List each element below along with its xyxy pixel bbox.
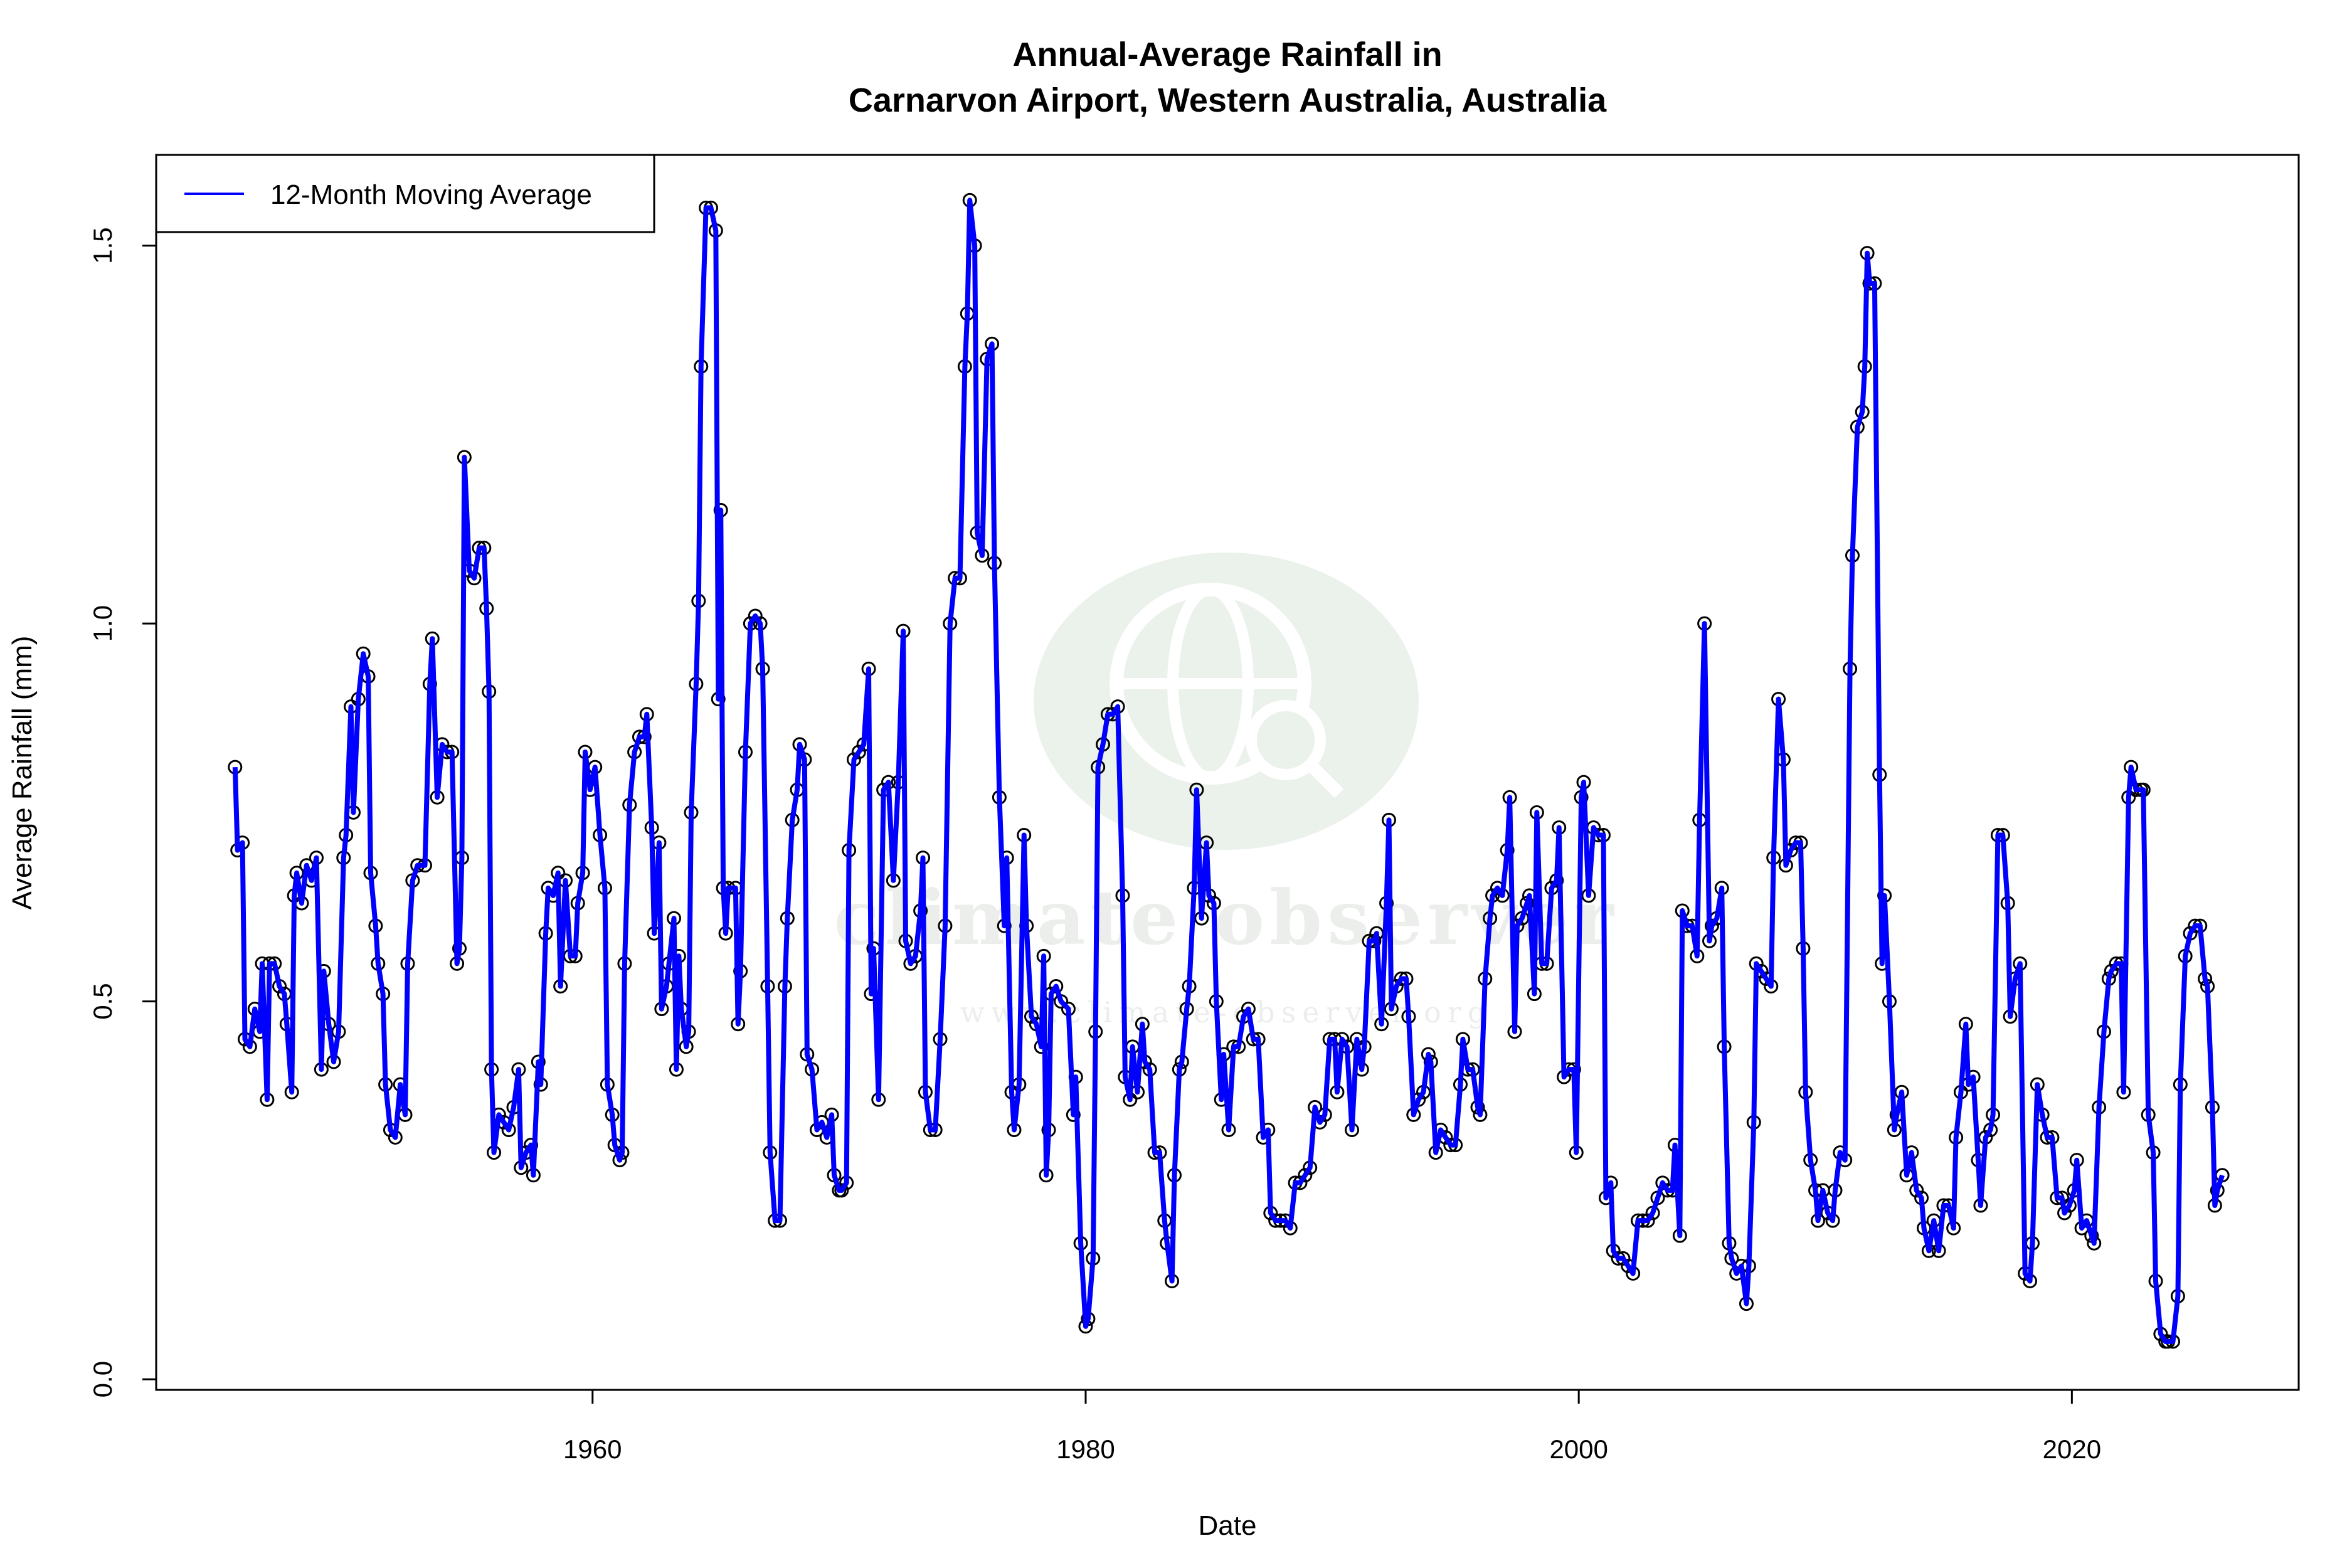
data-point <box>834 1183 849 1198</box>
x-tick-label: 1980 <box>1056 1434 1115 1464</box>
data-point <box>851 744 866 760</box>
legend-label: 12-Month Moving Average <box>270 179 592 210</box>
y-tick-label: 1.5 <box>88 227 117 263</box>
y-tick-label: 0.0 <box>88 1361 117 1397</box>
y-axis: 0.0 0.5 1.0 1.5 <box>88 227 157 1397</box>
x-axis: 1960 1980 2000 2020 <box>563 1389 2101 1464</box>
data-point <box>1298 1168 1313 1183</box>
chart-title: Annual-Average Rainfall in <box>1012 36 1442 73</box>
x-axis-label: Date <box>1199 1510 1257 1541</box>
y-tick-label: 1.0 <box>88 605 117 642</box>
y-axis-label: Average Rainfall (mm) <box>7 636 38 910</box>
x-tick-label: 1960 <box>563 1434 622 1464</box>
data-point <box>748 608 763 623</box>
x-tick-label: 2000 <box>1549 1434 1608 1464</box>
chart-subtitle: Carnarvon Airport, Western Australia, Au… <box>849 82 1607 119</box>
x-tick-label: 2020 <box>2043 1434 2101 1464</box>
magnifier-icon <box>1246 700 1326 780</box>
y-tick-label: 0.5 <box>88 983 117 1019</box>
series-line <box>232 198 2225 1344</box>
legend: 12-Month Moving Average <box>155 154 655 233</box>
plot-area <box>228 193 2230 1349</box>
